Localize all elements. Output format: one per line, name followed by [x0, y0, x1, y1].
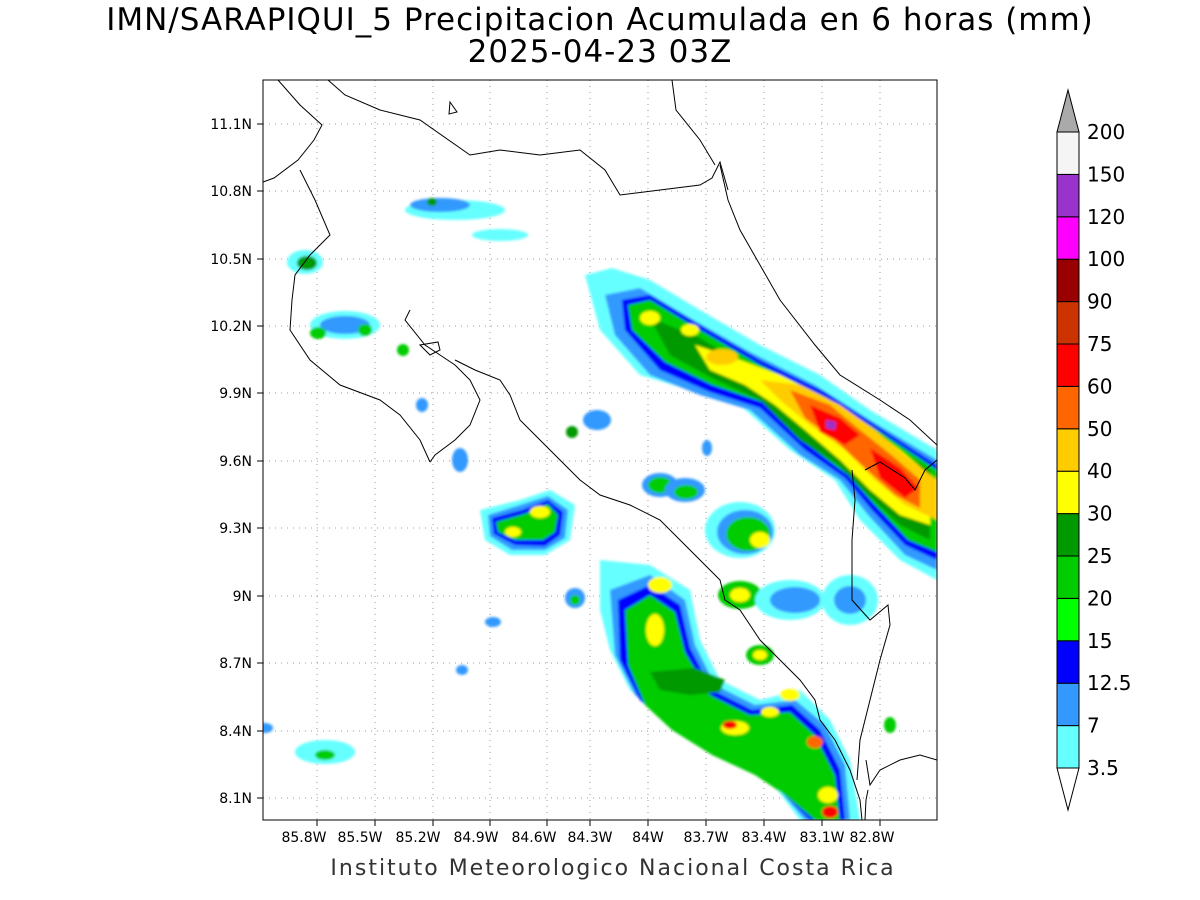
precipitation-field	[263, 198, 937, 820]
lat-tick-label: 8.7N	[219, 656, 252, 672]
colorbar-label: 12.5	[1087, 671, 1132, 695]
lon-tick-label: 85.5W	[337, 830, 382, 846]
colorbar-swatch	[1056, 428, 1080, 472]
lat-tick-label: 9N	[233, 589, 252, 605]
map-frame	[262, 79, 938, 821]
credit-text: Instituto Meteorologico Nacional Costa R…	[330, 856, 896, 881]
colorbar-label: 75	[1087, 332, 1112, 356]
colorbar-swatch	[1056, 513, 1080, 557]
lon-tick-label: 83.1W	[799, 830, 844, 846]
colorbar-label: 3.5	[1087, 756, 1119, 780]
lon-tick-label: 84W	[632, 830, 664, 846]
colorbar-label: 7	[1087, 714, 1100, 738]
colorbar-swatch	[1056, 555, 1080, 599]
colorbar-label: 120	[1087, 205, 1125, 229]
colorbar-label: 90	[1087, 290, 1112, 314]
lat-tick-label: 8.4N	[219, 724, 252, 740]
lat-tick-label: 9.9N	[219, 386, 252, 402]
lat-tick-label: 9.3N	[219, 521, 252, 537]
colorbar-label: 30	[1087, 502, 1112, 526]
lon-tick-label: 83.4W	[741, 830, 786, 846]
colorbar-swatch	[1056, 385, 1080, 430]
lon-tick-label: 82.8W	[849, 830, 894, 846]
lon-tick-label: 85.8W	[281, 830, 326, 846]
colorbar-swatch	[1056, 131, 1080, 175]
colorbar-label: 100	[1087, 247, 1125, 271]
colorbar-swatch	[1056, 216, 1080, 260]
lat-tick-label: 10.8N	[210, 184, 252, 200]
colorbar-swatch	[1056, 470, 1080, 515]
colorbar-label: 60	[1087, 374, 1112, 398]
colorbar-swatch	[1056, 258, 1080, 303]
colorbar-label: 20	[1087, 586, 1112, 610]
lat-tick-label: 11.1N	[210, 117, 252, 133]
colorbar-swatch	[1056, 640, 1080, 684]
colorbar-label: 200	[1087, 120, 1125, 144]
lon-tick-label: 83.7W	[683, 830, 728, 846]
colorbar-label: 50	[1087, 417, 1112, 441]
lon-tick-label: 84.6W	[511, 830, 556, 846]
colorbar-swatch	[1056, 301, 1080, 345]
colorbar-swatch	[1056, 725, 1080, 769]
colorbar-swatch	[1056, 173, 1080, 218]
colorbar-swatch	[1056, 597, 1080, 642]
lat-tick-label: 10.5N	[210, 252, 252, 268]
lat-tick-label: 10.2N	[210, 319, 252, 335]
lat-tick-label: 9.6N	[219, 454, 252, 470]
colorbar-label: 150	[1087, 162, 1125, 186]
lon-tick-label: 84.3W	[567, 830, 612, 846]
colorbar-label: 15	[1087, 629, 1112, 653]
lon-tick-label: 84.9W	[453, 830, 498, 846]
colorbar-swatch	[1056, 682, 1080, 727]
coastline	[263, 80, 937, 820]
colorbar-max-arrow	[1056, 88, 1080, 133]
lat-tick-label: 8.1N	[219, 791, 252, 807]
colorbar-swatch	[1056, 343, 1080, 387]
colorbar-label: 40	[1087, 459, 1112, 483]
colorbar-min-arrow	[1056, 767, 1080, 812]
lon-tick-label: 85.2W	[395, 830, 440, 846]
map-title: IMN/SARAPIQUI_5 Precipitacion Acumulada …	[106, 2, 1094, 38]
colorbar: 3.5 7 12.5 15 20 25 30 40 50 60 75 90 100 120 150 200	[1056, 88, 1132, 812]
colorbar-label: 25	[1087, 544, 1112, 568]
map-datetime: 2025-04-23 03Z	[467, 34, 733, 70]
